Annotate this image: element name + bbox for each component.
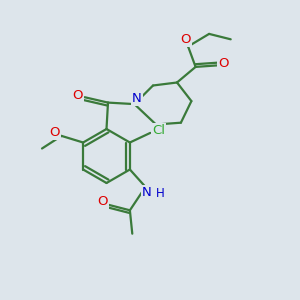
Text: O: O — [73, 89, 83, 102]
Text: O: O — [97, 195, 107, 208]
Text: O: O — [218, 57, 229, 70]
Text: N: N — [142, 186, 152, 199]
Text: N: N — [132, 92, 142, 105]
Text: H: H — [155, 187, 164, 200]
Text: O: O — [50, 126, 60, 139]
Text: O: O — [181, 33, 191, 46]
Text: Cl: Cl — [152, 124, 165, 137]
